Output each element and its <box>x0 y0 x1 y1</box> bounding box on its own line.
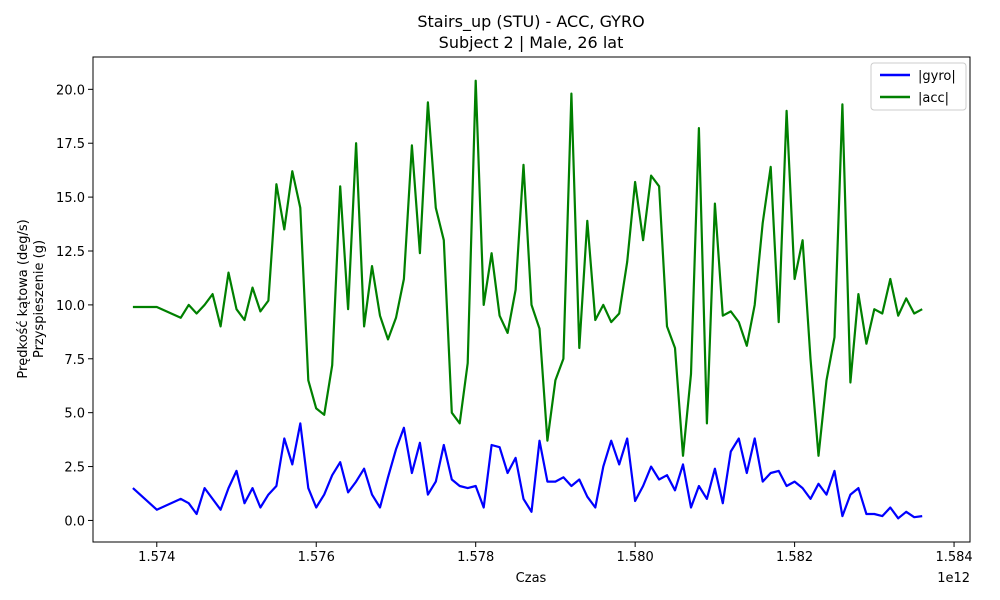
x-tick-label: 1.582 <box>776 550 813 565</box>
y-tick-label: 12.5 <box>56 245 85 260</box>
series-line-gyro <box>132 422 923 520</box>
x-tick-label: 1.574 <box>138 550 175 565</box>
y-tick-label: 5.0 <box>64 407 85 422</box>
x-tick-label: 1.584 <box>935 550 972 565</box>
legend-label-acc: |acc| <box>918 91 949 106</box>
x-offset-text: 1e12 <box>937 571 970 586</box>
y-tick-label: 17.5 <box>56 137 85 152</box>
y-tick-label: 2.5 <box>64 461 85 476</box>
y-axis-label-line1: Prędkość kątowa (deg/s) <box>16 219 31 378</box>
x-tick-label: 1.580 <box>617 550 654 565</box>
y-tick-label: 15.0 <box>56 191 85 206</box>
x-tick-label: 1.578 <box>457 550 494 565</box>
legend-label-gyro: |gyro| <box>918 69 956 84</box>
y-tick-label: 10.0 <box>56 299 85 314</box>
legend: |gyro| |acc| <box>870 62 967 111</box>
x-axis-label: Czas <box>516 571 547 586</box>
y-tick-label: 0.0 <box>64 514 85 529</box>
chart-subtitle: Subject 2 | Male, 26 lat <box>439 33 624 52</box>
plot-area: 1.574 1.576 1.578 1.580 1.582 1.584 0.0 2.5 5.0 7… <box>56 56 973 565</box>
chart-title: Stairs_up (STU) - ACC, GYRO <box>417 12 644 32</box>
axes-frame <box>92 56 971 543</box>
y-tick-label: 7.5 <box>64 353 85 368</box>
series-line-acc <box>132 79 923 457</box>
x-tick-label: 1.576 <box>298 550 335 565</box>
y-tick-label: 20.0 <box>56 83 85 98</box>
y-axis-label-line2: Przyspieszenie (g) <box>32 240 47 358</box>
